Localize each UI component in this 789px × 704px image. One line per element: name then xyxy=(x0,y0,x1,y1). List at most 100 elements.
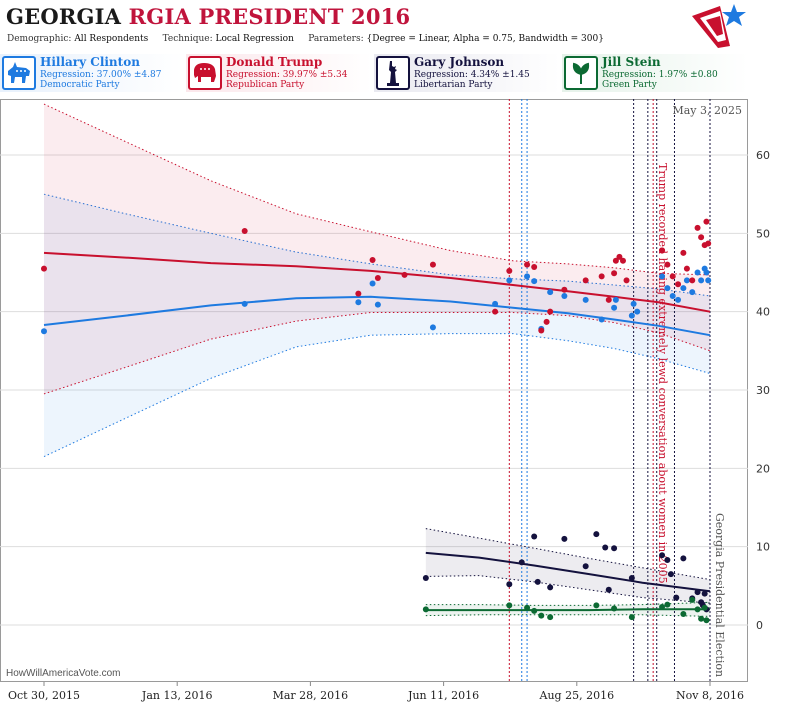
poll-point xyxy=(547,308,554,315)
poll-point xyxy=(623,277,630,284)
poll-point xyxy=(41,265,47,272)
poll-point xyxy=(664,285,671,292)
poll-point xyxy=(664,556,671,563)
poll-point xyxy=(543,318,550,325)
poll-point xyxy=(630,300,637,307)
chart-title: GEORGIA RGIA PRESIDENT 2016 xyxy=(6,4,410,29)
poll-point xyxy=(683,265,690,272)
poll-point xyxy=(659,247,666,254)
poll-point xyxy=(611,605,618,612)
legend-name: Jill Stein xyxy=(602,55,661,69)
poll-point xyxy=(506,277,513,284)
poll-point xyxy=(683,277,690,284)
y-tick-label: 30 xyxy=(756,384,770,397)
poll-point xyxy=(675,281,682,288)
poll-point xyxy=(669,293,676,299)
legend-item-johnson: Gary Johnson Regression: 4.34% ±1.45 Lib… xyxy=(374,54,560,92)
poll-point xyxy=(673,594,680,601)
poll-point xyxy=(518,559,525,566)
legend-name: Donald Trump xyxy=(226,55,323,69)
leaf-icon xyxy=(564,56,598,90)
poll-point xyxy=(611,270,618,277)
poll-point xyxy=(611,545,618,552)
poll-point xyxy=(612,296,619,303)
y-tick-label: 0 xyxy=(756,619,763,632)
demographic-value: All Respondents xyxy=(74,34,149,44)
site-credit: HowWillAmericaVote.com xyxy=(6,668,121,679)
poll-point xyxy=(593,531,600,538)
poll-point xyxy=(698,234,705,241)
poll-point xyxy=(506,602,513,609)
legend-regression: Regression: 37.00% ±4.87 xyxy=(40,70,162,80)
poll-point xyxy=(582,296,589,303)
lower-bound-line xyxy=(43,333,711,458)
technique-value: Local Regression xyxy=(215,34,294,44)
poll-point xyxy=(369,280,376,287)
poll-point xyxy=(680,555,687,562)
confidence-band xyxy=(425,528,710,604)
poll-point xyxy=(680,285,687,292)
poll-point xyxy=(531,278,538,285)
legend-regression: Regression: 39.97% ±5.34 xyxy=(226,70,348,80)
poll-point xyxy=(698,615,705,622)
poll-point xyxy=(680,611,687,618)
poll-point xyxy=(705,277,712,284)
poll-point xyxy=(701,604,708,611)
chart-header: GEORGIA RGIA PRESIDENT 2016 Demographic:… xyxy=(0,0,789,100)
elephant-icon xyxy=(188,56,222,90)
poll-point xyxy=(547,289,554,296)
poll-point xyxy=(241,227,248,234)
poll-point xyxy=(701,590,708,597)
poll-point xyxy=(616,253,623,260)
poll-point xyxy=(703,218,710,225)
site-logo-icon xyxy=(692,4,746,48)
event-annotation: Georgia Presidential Election xyxy=(713,513,726,677)
poll-point xyxy=(619,257,626,264)
poll-point xyxy=(524,604,531,611)
legend-item-trump: Donald Trump Regression: 39.97% ±5.34 Re… xyxy=(186,54,372,92)
lower-bound-line xyxy=(425,575,711,604)
poll-point xyxy=(698,277,705,284)
poll-point xyxy=(593,602,600,609)
poll-point xyxy=(538,327,545,334)
technique-label: Technique: xyxy=(162,34,213,44)
trend-line xyxy=(43,295,711,337)
poll-point xyxy=(705,240,712,247)
legend-party: Republican Party xyxy=(226,80,305,90)
poll-point xyxy=(241,300,248,307)
poll-point xyxy=(369,256,376,263)
poll-point xyxy=(612,257,619,264)
legend-regression: Regression: 4.34% ±1.45 xyxy=(414,70,530,80)
x-tick-label: Oct 30, 2015 xyxy=(8,689,80,702)
x-tick-label: Jun 11, 2016 xyxy=(407,689,479,702)
poll-point xyxy=(531,607,538,614)
poll-point xyxy=(680,249,687,256)
poll-point xyxy=(531,533,538,540)
polling-chart: 0 10 20 30 40 50 60 Oct 30, 2015 Jan 13, 2016 Mar… xyxy=(0,99,770,702)
poll-point xyxy=(524,273,531,280)
statue-of-liberty-icon xyxy=(376,56,410,90)
poll-point xyxy=(598,273,605,280)
parameters-label: Parameters: xyxy=(308,34,364,44)
x-tick-label: Nov 8, 2016 xyxy=(676,689,744,702)
x-tick-label: Aug 25, 2016 xyxy=(539,689,615,702)
y-tick-label: 20 xyxy=(756,462,770,475)
poll-point xyxy=(41,328,47,335)
x-tick-label: Jan 13, 2016 xyxy=(141,689,213,702)
poll-point xyxy=(429,261,436,268)
poll-point xyxy=(561,286,568,293)
poll-point xyxy=(628,575,635,581)
legend-party: Libertarian Party xyxy=(414,80,493,90)
title-race: RGIA PRESIDENT 2016 xyxy=(128,4,411,29)
poll-point xyxy=(611,304,618,311)
poll-point xyxy=(401,271,408,278)
poll-point xyxy=(675,296,682,303)
poll-point xyxy=(694,269,701,276)
poll-point xyxy=(598,316,605,323)
confidence-band xyxy=(44,194,710,457)
poll-point xyxy=(703,617,710,624)
title-state: GEORGIA xyxy=(6,4,122,29)
legend-item-clinton: Hillary Clinton Regression: 37.00% ±4.87… xyxy=(0,54,184,92)
poll-point xyxy=(561,293,568,299)
poll-point xyxy=(659,603,666,610)
